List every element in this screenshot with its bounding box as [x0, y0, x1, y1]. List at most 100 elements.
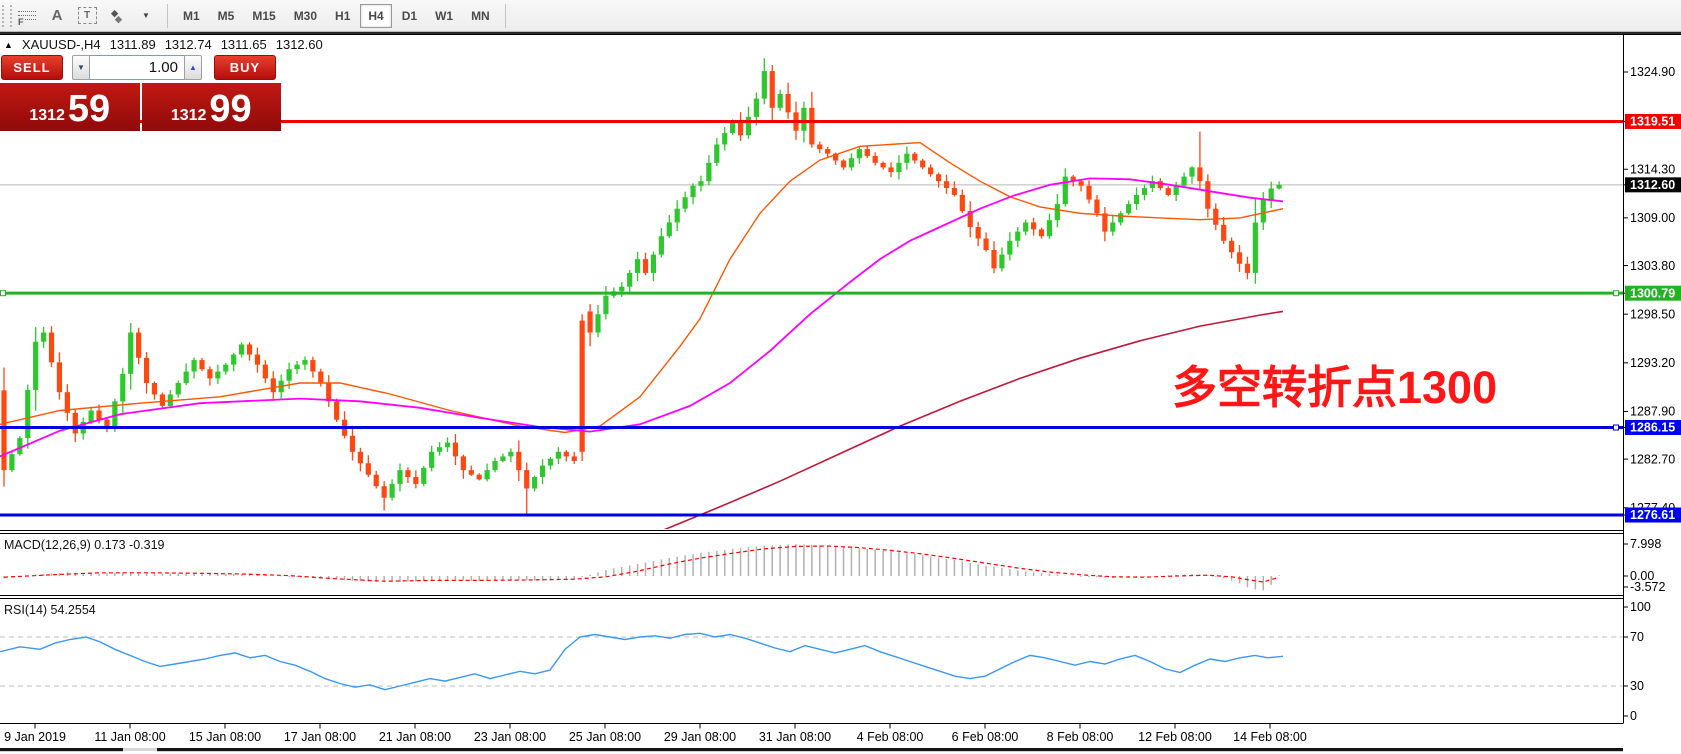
candle — [1102, 213, 1108, 232]
timeframe-group: M1 M5 M15 M30 H1 H4 D1 W1 MN — [174, 3, 499, 28]
level-line-handle[interactable] — [0, 290, 6, 297]
candle — [635, 259, 641, 273]
candle — [136, 332, 142, 358]
axis-value: 0 — [1630, 709, 1637, 723]
candle — [1252, 222, 1258, 273]
candle — [389, 483, 395, 498]
candle — [928, 167, 934, 175]
timeframe-button-m15[interactable]: M15 — [252, 8, 276, 23]
candle — [904, 153, 910, 163]
candle — [785, 94, 791, 113]
candle — [56, 362, 63, 393]
candle — [72, 412, 78, 434]
time-axis-label: 14 Feb 08:00 — [1233, 730, 1307, 744]
collapse-triangle-icon[interactable]: ▲ — [4, 39, 13, 50]
volume-decrease-button[interactable]: ▼ — [72, 55, 90, 80]
candle — [326, 382, 332, 402]
candle — [254, 354, 261, 365]
candle — [920, 160, 926, 168]
axis-value: 1324.90 — [1630, 65, 1675, 79]
axis-badge — [1625, 285, 1681, 301]
candle — [603, 295, 609, 315]
volume-input[interactable] — [90, 55, 184, 80]
timeframe-button-mn[interactable]: MN — [471, 8, 490, 23]
bid-pips: 59 — [67, 88, 111, 131]
candle — [658, 236, 664, 255]
timeframe-button-h1[interactable]: H1 — [335, 8, 351, 23]
buy-button[interactable]: BUY — [214, 55, 276, 80]
timeframe-button-m30[interactable]: M30 — [293, 8, 318, 23]
candle — [1078, 181, 1084, 186]
timeframe-button-d1[interactable]: D1 — [401, 8, 418, 23]
candle — [833, 153, 839, 161]
candle — [437, 447, 443, 452]
timeframe-button-m1[interactable]: M1 — [183, 8, 200, 23]
candle — [476, 474, 482, 480]
low-value: 1311.65 — [220, 37, 267, 52]
candle — [666, 222, 672, 237]
timeframe-button-m5[interactable]: M5 — [217, 8, 235, 23]
candle — [1149, 181, 1155, 189]
scrollbar-thumb[interactable] — [157, 748, 1623, 752]
label-tool-icon: T — [77, 7, 97, 24]
candle — [737, 121, 744, 136]
candle — [943, 181, 950, 189]
time-axis-label: 25 Jan 08:00 — [569, 730, 641, 744]
volume-increase-button[interactable]: ▲ — [184, 55, 202, 80]
timeframe-button-h4[interactable]: H4 — [360, 3, 392, 28]
candle — [1197, 167, 1203, 182]
candle — [104, 419, 110, 429]
timeframe-button-w1[interactable]: W1 — [435, 8, 454, 23]
candle — [595, 314, 601, 333]
candle — [500, 456, 506, 461]
candle — [539, 465, 546, 478]
candle — [25, 389, 31, 439]
candle — [1133, 194, 1140, 205]
candle — [143, 357, 150, 383]
candle — [872, 155, 878, 163]
candle — [864, 149, 870, 156]
one-click-trading-panel: SELL ▼ ▲ BUY 1312 59 1312 99 — [0, 54, 281, 131]
ask-price-panel[interactable]: 1312 99 — [141, 83, 281, 131]
ask-pips: 99 — [209, 88, 252, 131]
toolbar-separator-2 — [504, 3, 506, 28]
symbol-label: XAUUSD-,H4 — [21, 37, 101, 52]
candle — [825, 149, 831, 154]
arrows-tool-button[interactable]: ◆ ◆ — [111, 7, 122, 24]
candle — [310, 360, 316, 372]
arrows-dropdown-button[interactable]: ▼ — [133, 3, 159, 29]
fibonacci-tool-button[interactable]: F — [14, 3, 40, 29]
candle — [991, 249, 997, 269]
candle — [880, 162, 886, 168]
candle — [1165, 188, 1171, 195]
close-value: 1312.60 — [275, 37, 323, 52]
candle — [1236, 252, 1243, 264]
bid-price-panel[interactable]: 1312 59 — [0, 83, 140, 131]
sell-button[interactable]: SELL — [1, 55, 63, 80]
level-line-handle[interactable] — [1613, 424, 1619, 431]
time-axis-label: 31 Jan 08:00 — [759, 730, 831, 744]
candle — [753, 98, 759, 117]
axis-badge-value: 1276.61 — [1630, 508, 1675, 522]
candle — [682, 197, 688, 209]
candle — [1221, 224, 1227, 241]
candle — [1015, 231, 1021, 241]
label-tool-button[interactable]: T — [74, 3, 100, 29]
candle — [365, 463, 371, 475]
candle — [761, 71, 767, 99]
candle — [1157, 181, 1163, 189]
level-line-handle[interactable] — [1613, 290, 1619, 297]
candle — [349, 435, 356, 452]
candle — [1268, 188, 1274, 200]
axis-value: 1309.00 — [1630, 211, 1675, 225]
candle — [959, 194, 965, 211]
candle — [1213, 208, 1219, 225]
text-tool-button[interactable]: A — [44, 3, 70, 29]
chart-annotation-text[interactable]: 多空转折点1300 — [1172, 362, 1498, 413]
scrollbar-segment[interactable] — [0, 748, 123, 752]
candle — [1260, 199, 1266, 223]
axis-badge-value: 1319.51 — [1630, 115, 1675, 129]
price-chart: MACD(12,26,9) 0.173 -0.319 RSI(14) 54.255… — [0, 32, 1681, 754]
toolbar-grip[interactable] — [2, 4, 12, 27]
